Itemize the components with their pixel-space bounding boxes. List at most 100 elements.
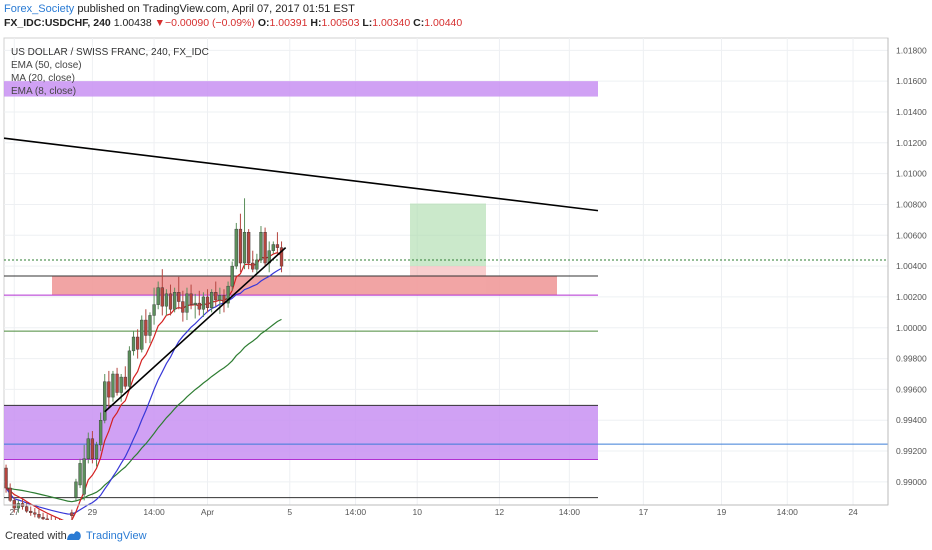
candle-body [160,287,164,307]
ma20-line [5,267,282,515]
chart-legend: US DOLLAR / SWISS FRANC, 240, FX_IDC EMA… [11,46,209,98]
support-trendline [104,247,287,413]
x-tick-label: 12 [495,507,505,517]
candle-body [140,319,144,350]
candle-body [230,265,234,287]
candle-body [24,506,29,512]
high-value: 1.00503 [321,17,360,29]
candle-body [33,512,37,515]
x-tick-label: 19 [717,507,727,517]
legend-item-ma20[interactable]: MA (20, close) [11,73,75,84]
candle-body [172,292,177,310]
candle-body [127,350,132,387]
y-tick-label: 0.99400 [896,415,927,425]
low-label: L: [362,17,373,29]
candle-body [41,517,45,520]
candle-body [275,244,280,248]
candle-body [279,247,284,267]
candle-body [156,287,160,305]
zone-weekly-prz [4,405,598,460]
candle-body [185,293,189,313]
target-box [410,203,486,267]
axes-layer: 1.01800 1.01600 1.01400 1.01200 1.01000 1.008… [4,38,927,517]
candle-body [4,467,8,489]
candle-body [218,295,222,301]
candle-body [255,259,259,270]
y-tick-label: 1.01000 [896,169,927,179]
candle-body [12,500,16,509]
x-tick-label: Apr [201,507,214,517]
candle-body [94,444,99,459]
x-tick-label: 10 [412,507,422,517]
candle-body [111,373,115,398]
candle-body [234,228,238,267]
y-tick-label: 1.00000 [896,323,927,333]
y-tick-label: 0.99200 [896,446,927,456]
candle-body [78,463,82,486]
legend-item-ema8[interactable]: EMA (8, close) [11,86,77,97]
candles-layer [4,198,284,520]
candle-body [259,231,263,261]
zone-upper-purple [4,81,598,97]
author-link[interactable]: Forex_Society [4,3,75,15]
y-tick-label: 0.99600 [896,384,927,394]
candle-body [197,302,201,310]
candle-body [148,315,152,336]
quote-line: FX_IDC:USDCHF, 240 1.00438 ▼−0.00090 (−0… [4,17,462,29]
candle-body [201,296,206,310]
candle-body [98,420,103,446]
candle-body [86,438,90,459]
tradingview-link[interactable]: TradingView [86,530,147,542]
low-value: 1.00340 [372,17,411,29]
candle-body [45,518,49,520]
candle-body [37,514,41,518]
candle-body [181,301,185,313]
chart-header: Forex_Society published on TradingView.c… [0,0,932,30]
candle-body [16,503,21,509]
x-tick-label: 5 [287,507,292,517]
tradingview-logo-icon [67,531,81,540]
y-tick-label: 0.99000 [896,477,927,487]
y-tick-label: 1.00400 [896,261,927,271]
y-tick-label: 1.01400 [896,107,927,117]
x-tick-label: 14:00 [559,507,581,517]
x-tick-label: 24 [848,507,858,517]
legend-item-ema50[interactable]: EMA (50, close) [11,60,82,71]
close-label: C: [413,17,425,29]
y-tick-label: 0.99800 [896,354,927,364]
candle-body [144,319,148,336]
candle-body [70,512,74,516]
x-tick-label: 14:00 [143,507,165,517]
candle-body [119,376,123,393]
candle-body [90,438,95,459]
resistance-trendline [3,137,599,212]
symbol-label: FX_IDC:USDCHF, 240 [4,17,111,29]
ema8-line [5,251,282,520]
x-tick-label: 17 [639,507,649,517]
candle-body [205,296,210,308]
candle-body [251,262,255,270]
ema50-line [6,318,282,503]
candle-body [29,510,33,513]
x-tick-label: 14:00 [345,507,367,517]
annotations-layer [3,137,599,413]
candle-body [238,228,243,264]
y-tick-label: 1.00200 [896,292,927,302]
candle-body [103,381,107,421]
candle-body [168,293,173,310]
candle-body [242,231,247,264]
published-text: published on TradingView.com, April 07, … [74,3,355,15]
candle-body [271,244,275,251]
y-tick-label: 1.01800 [896,45,927,55]
last-price: 1.00438 [113,17,152,29]
candle-body [131,336,136,352]
candle-body [164,293,169,307]
candle-body [226,285,230,304]
candle-body [152,304,156,316]
y-tick-label: 1.01200 [896,138,927,148]
candle-body [177,292,181,302]
candle-body [247,231,251,264]
price-chart[interactable]: 1.01800 1.01600 1.01400 1.01200 1.01000 1.008… [0,0,932,520]
high-label: H: [310,17,322,29]
candle-body [115,373,119,393]
